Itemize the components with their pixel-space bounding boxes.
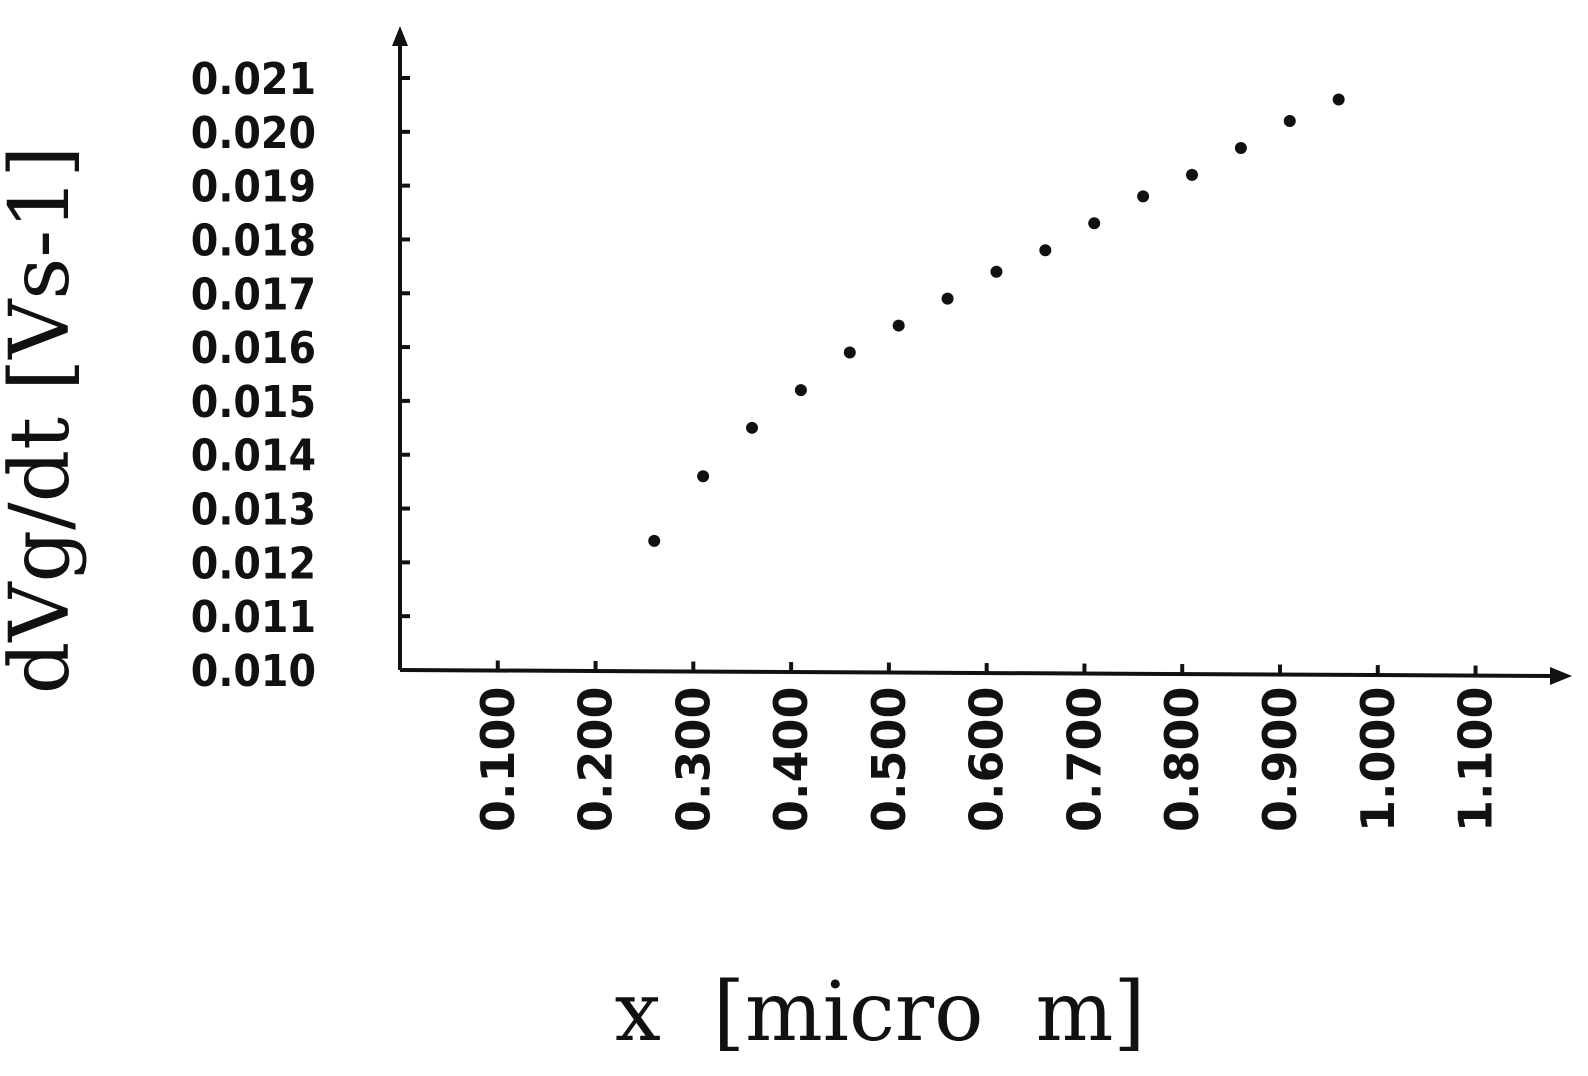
y-tick-label: 0.012	[191, 538, 316, 589]
data-point	[941, 292, 954, 305]
data-point	[1088, 217, 1101, 230]
x-tick-label: 0.600	[960, 686, 1014, 832]
y-tick-label: 0.017	[191, 269, 316, 320]
x-tick-label: 0.300	[666, 686, 720, 832]
y-tick-label: 0.015	[191, 377, 316, 428]
x-tick-label: 1.100	[1449, 686, 1503, 832]
data-point	[746, 421, 758, 434]
x-tick-label: 0.100	[471, 686, 525, 832]
y-tick-label: 0.013	[191, 485, 316, 536]
y-axis-arrow	[392, 26, 408, 46]
x-tick-label: 1.000	[1351, 686, 1405, 832]
data-point	[892, 319, 905, 332]
y-tick-label: 0.010	[191, 646, 316, 697]
x-tick-label: 0.500	[862, 686, 916, 832]
x-ticks: 0.100 0.200 0.300 0.400 0.500 0.600 0.700 0.800…	[471, 660, 1503, 832]
data-point	[990, 265, 1003, 278]
y-tick-label: 0.021	[191, 54, 316, 105]
y-tick-label: 0.018	[191, 215, 316, 266]
y-tick-label: 0.020	[191, 108, 316, 159]
x-tick-label: 0.900	[1253, 686, 1307, 832]
y-ticks: 0.0210.0200.0190.0180.0170.0160.0150.014…	[191, 54, 410, 697]
data-point	[794, 384, 807, 397]
data-point	[648, 534, 661, 547]
x-tick-label: 0.700	[1057, 686, 1111, 832]
x-axis-title: x [micro m]	[615, 965, 1146, 1060]
y-tick-label: 0.011	[191, 592, 316, 643]
axes	[392, 26, 1572, 685]
data-point	[1186, 168, 1198, 181]
x-axis-line	[399, 668, 1561, 678]
data-point	[1332, 93, 1345, 106]
data-point	[1283, 115, 1296, 128]
x-tick-label: 0.400	[764, 686, 818, 832]
data-point	[1039, 244, 1052, 257]
x-tick-label: 0.200	[569, 686, 623, 832]
y-axis-title: dVg/dt [Vs-1]	[0, 146, 88, 695]
x-tick-label: 0.800	[1155, 686, 1209, 832]
data-point	[697, 470, 710, 483]
x-axis-arrow	[1550, 667, 1572, 685]
data-point	[843, 346, 856, 359]
y-tick-label: 0.019	[191, 162, 316, 213]
y-tick-label: 0.016	[191, 323, 316, 374]
data-point	[1234, 141, 1247, 154]
data-points	[648, 93, 1345, 547]
y-tick-label: 0.014	[191, 431, 316, 482]
data-point	[1137, 190, 1150, 203]
